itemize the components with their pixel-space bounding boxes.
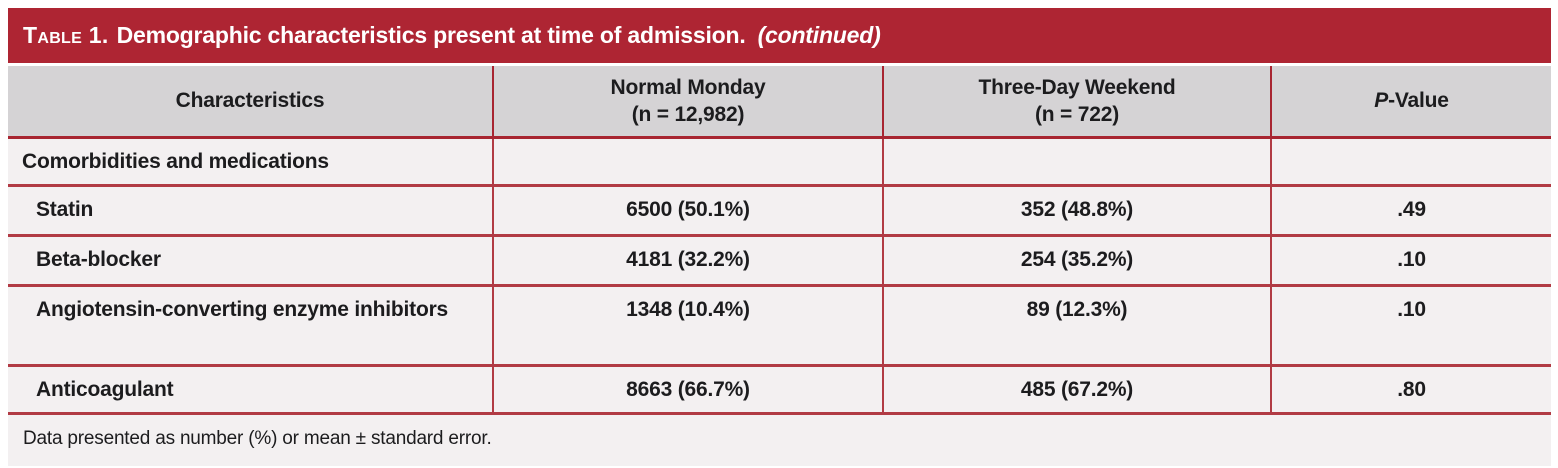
col-header-label: Normal Monday (610, 75, 766, 99)
three-day-weekend-value: 89 (12.3%) (884, 287, 1272, 364)
normal-monday-value: 8663 (66.7%) (494, 367, 884, 412)
col-header-label: Three-Day Weekend (978, 75, 1176, 99)
three-day-weekend-value: 485 (67.2%) (884, 367, 1272, 412)
table-title-bar: Table 1. Demographic characteristics pre… (8, 8, 1551, 63)
p-value: .49 (1397, 198, 1426, 221)
empty-cell (884, 139, 1272, 184)
column-header-row: Characteristics Normal Monday (n = 12,98… (8, 66, 1551, 139)
row-label: Angiotensin-converting enzyme inhibitors (8, 287, 494, 364)
row-label: Beta-blocker (8, 237, 494, 284)
demographics-table: Table 1. Demographic characteristics pre… (8, 8, 1551, 466)
three-day-weekend-value: 352 (48.8%) (884, 187, 1272, 234)
col-header-p-value: P-Value (1272, 66, 1551, 136)
table-row-ace-inhibitors: Angiotensin-converting enzyme inhibitors… (8, 287, 1551, 367)
col-header-n-count: (n = 722) (1035, 103, 1119, 126)
p-value: .80 (1397, 378, 1426, 401)
three-day-weekend-value: 254 (35.2%) (884, 237, 1272, 284)
col-header-characteristics: Characteristics (8, 66, 494, 136)
table-continued-tag: (continued) (757, 22, 881, 48)
table-row-anticoagulant: Anticoagulant 8663 (66.7%) 485 (67.2%) .… (8, 367, 1551, 415)
normal-monday-value: 4181 (32.2%) (494, 237, 884, 284)
col-header-label: P-Value (1374, 89, 1449, 113)
empty-cell (1272, 139, 1551, 184)
col-header-n-count: (n = 12,982) (631, 103, 745, 126)
section-header-label: Comorbidities and medications (8, 139, 494, 184)
p-value: .10 (1397, 248, 1426, 271)
col-header-label: Characteristics (175, 89, 325, 113)
table-row-beta-blocker: Beta-blocker 4181 (32.2%) 254 (35.2%) .1… (8, 237, 1551, 287)
table-title-text: Demographic characteristics present at t… (116, 22, 746, 48)
table-number: Table 1. (23, 22, 109, 48)
table-footnote: Data presented as number (%) or mean ± s… (8, 415, 1551, 466)
normal-monday-value: 6500 (50.1%) (494, 187, 884, 234)
normal-monday-value: 1348 (10.4%) (494, 287, 884, 364)
row-label: Statin (8, 187, 494, 234)
empty-cell (494, 139, 884, 184)
col-header-normal-monday: Normal Monday (n = 12,982) (494, 66, 884, 136)
section-row-comorbidities: Comorbidities and medications (8, 139, 1551, 187)
table-row-statin: Statin 6500 (50.1%) 352 (48.8%) .49 (8, 187, 1551, 237)
p-value: .10 (1397, 298, 1426, 321)
col-header-three-day-weekend: Three-Day Weekend (n = 722) (884, 66, 1272, 136)
row-label: Anticoagulant (8, 367, 494, 412)
